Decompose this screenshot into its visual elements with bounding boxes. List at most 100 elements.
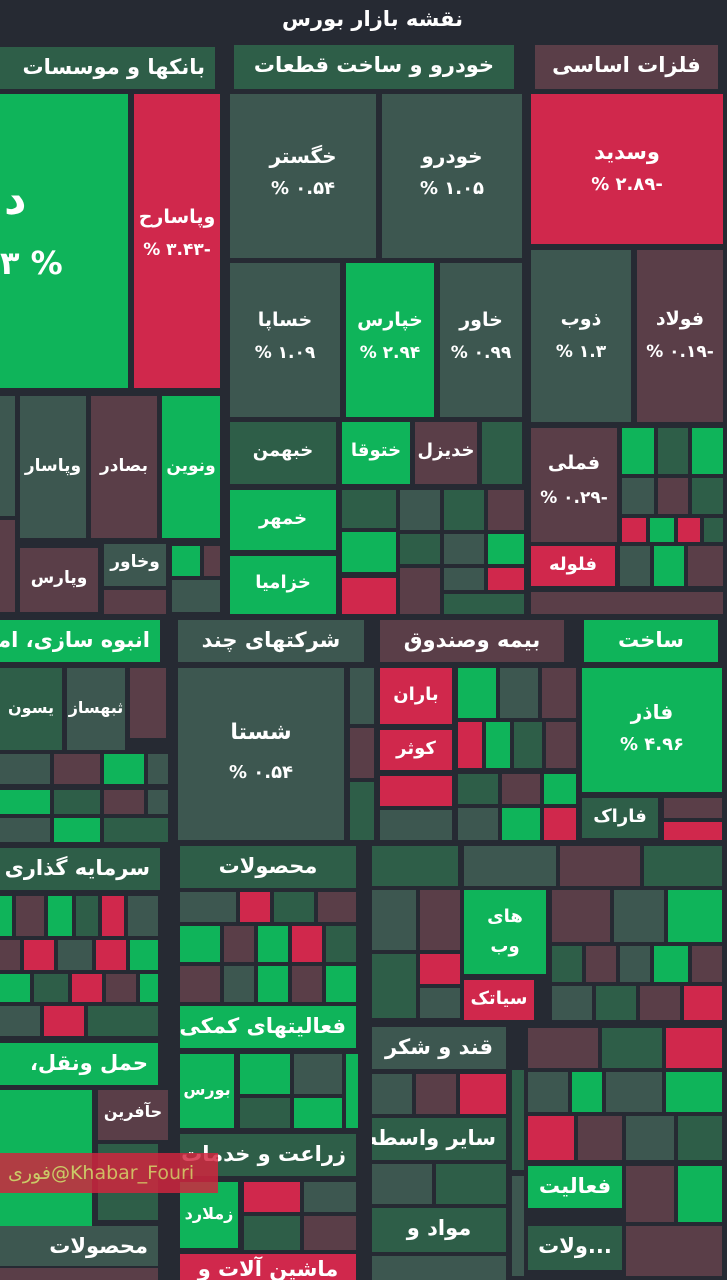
stock-tile-khegostar[interactable]: خگستر ۰.۵۴ %: [230, 94, 376, 258]
stock-tile-unlabeled[interactable]: [172, 580, 220, 612]
sector-header-auto[interactable]: خودرو و ساخت قطعات: [234, 45, 514, 89]
stock-tile-unlabeled[interactable]: [54, 818, 100, 842]
stock-tile-unlabeled[interactable]: [0, 818, 50, 842]
stock-tile-unlabeled[interactable]: [350, 728, 374, 778]
stock-tile-vkhavar[interactable]: وخاور: [104, 544, 166, 586]
stock-tile-unlabeled[interactable]: [88, 1006, 158, 1036]
stock-tile-unlabeled[interactable]: [130, 940, 158, 970]
stock-tile-afarin[interactable]: حآفرین: [98, 1090, 168, 1140]
stock-tile-unlabeled[interactable]: [546, 722, 576, 768]
stock-tile-baran[interactable]: باران: [380, 668, 452, 724]
stock-tile-unlabeled[interactable]: [172, 546, 200, 576]
stock-tile-unlabeled[interactable]: [664, 822, 722, 840]
stock-tile-unlabeled[interactable]: [644, 846, 722, 886]
stock-tile-unlabeled[interactable]: [294, 1054, 342, 1094]
stock-tile-unlabeled[interactable]: [654, 546, 684, 586]
stock-tile-khmehr[interactable]: خمهر: [230, 490, 336, 550]
stock-tile-unlabeled[interactable]: [0, 396, 15, 516]
stock-tile-unlabeled[interactable]: [350, 668, 374, 724]
stock-tile-unlabeled[interactable]: [44, 1006, 84, 1036]
stock-tile-unlabeled[interactable]: [48, 896, 72, 936]
stock-tile-vnovin[interactable]: ونوین: [162, 396, 220, 538]
stock-tile-unlabeled[interactable]: [692, 428, 723, 474]
stock-tile-unlabeled[interactable]: [104, 590, 166, 614]
stock-tile-unlabeled[interactable]: [400, 490, 440, 530]
stock-tile-unlabeled[interactable]: [224, 966, 254, 1002]
sector-header-transport[interactable]: حمل ونقل،: [0, 1043, 158, 1085]
stock-tile-unlabeled[interactable]: [572, 1072, 602, 1112]
stock-tile-unlabeled[interactable]: [240, 1054, 290, 1094]
stock-tile-unlabeled[interactable]: [130, 668, 166, 738]
stock-tile-unlabeled[interactable]: [304, 1216, 356, 1250]
stock-tile-unlabeled[interactable]: [658, 428, 688, 474]
stock-tile-unlabeled[interactable]: [512, 1070, 524, 1170]
stock-tile-unlabeled[interactable]: [622, 428, 654, 474]
stock-tile-unlabeled[interactable]: [578, 1116, 622, 1160]
stock-tile-khparsa[interactable]: خپارس ۲.۹۴ %: [346, 263, 434, 417]
stock-tile-unlabeled[interactable]: [678, 518, 700, 542]
stock-tile-big[interactable]: د % ۳: [0, 94, 128, 388]
stock-tile-unlabeled[interactable]: [544, 774, 576, 804]
stock-tile-unlabeled[interactable]: [318, 892, 356, 922]
sector-header-banks[interactable]: بانکها و موسسات: [0, 47, 215, 89]
stock-tile-unlabeled[interactable]: [380, 810, 452, 840]
stock-tile-unlabeled[interactable]: [0, 896, 12, 936]
stock-tile-unlabeled[interactable]: [240, 1098, 290, 1128]
stock-tile-unlabeled[interactable]: [148, 790, 168, 814]
stock-tile-souson[interactable]: یسون: [0, 668, 62, 750]
stock-tile-unlabeled[interactable]: [372, 846, 458, 886]
stock-tile-unlabeled[interactable]: [104, 790, 144, 814]
stock-tile-unlabeled[interactable]: [326, 966, 356, 1002]
stock-tile-kosar[interactable]: کوثر: [380, 730, 452, 770]
stock-tile-unlabeled[interactable]: [54, 790, 100, 814]
stock-tile-unlabeled[interactable]: [294, 1098, 342, 1128]
stock-tile-unlabeled[interactable]: [350, 782, 374, 840]
stock-tile-zmlard[interactable]: زملارد: [180, 1182, 238, 1248]
stock-tile-unlabeled[interactable]: [400, 568, 440, 614]
stock-tile-vasadid[interactable]: وسدید -۲.۸۹ %: [531, 94, 723, 244]
stock-tile-unlabeled[interactable]: [654, 946, 688, 982]
stock-tile-fameli[interactable]: فملی -۰.۲۹ %: [531, 428, 617, 542]
stock-tile-khtoga[interactable]: ختوقا: [342, 422, 410, 484]
stock-tile-foolad[interactable]: فولاد -۰.۱۹ %: [637, 250, 723, 422]
stock-tile-unlabeled[interactable]: [626, 1226, 722, 1276]
stock-tile-unlabeled[interactable]: [528, 1028, 598, 1068]
stock-tile-unlabeled[interactable]: [54, 754, 100, 784]
sector-header-build[interactable]: ساخت: [584, 620, 718, 662]
stock-tile-fazar[interactable]: فاذر ۴.۹۶ %: [582, 668, 722, 792]
stock-tile-bsadr[interactable]: بصادر: [91, 396, 157, 538]
stock-tile-unlabeled[interactable]: [622, 478, 654, 514]
sector-header-products[interactable]: محصولات: [180, 846, 356, 888]
stock-tile-unlabeled[interactable]: [640, 986, 680, 1020]
stock-tile-unlabeled[interactable]: [180, 926, 220, 962]
stock-tile-unlabeled[interactable]: [292, 966, 322, 1002]
stock-tile-unlabeled[interactable]: [0, 974, 30, 1002]
stock-tile-unlabeled[interactable]: [372, 954, 416, 1018]
stock-tile-unlabeled[interactable]: [444, 568, 484, 590]
stock-tile-unlabeled[interactable]: [606, 1072, 662, 1112]
stock-tile-unlabeled[interactable]: [488, 534, 524, 564]
stock-tile-unlabeled[interactable]: [342, 578, 396, 614]
stock-tile-vpars[interactable]: وپارس: [20, 548, 98, 612]
stock-tile-unlabeled[interactable]: [544, 808, 576, 840]
stock-tile-unlabeled[interactable]: [664, 798, 722, 818]
stock-tile-bahsaz[interactable]: ثبهساز: [67, 668, 125, 750]
stock-tile-unlabeled[interactable]: [620, 946, 650, 982]
stock-tile-khzamia[interactable]: خزامیا: [230, 556, 336, 614]
stock-tile-unlabeled[interactable]: [678, 1166, 722, 1222]
stock-tile-unlabeled[interactable]: [460, 1074, 506, 1114]
stock-tile-unlabeled[interactable]: [626, 1116, 674, 1160]
stock-tile-unlabeled[interactable]: [692, 478, 723, 514]
stock-tile-unlabeled[interactable]: [552, 986, 592, 1020]
stock-tile-unlabeled[interactable]: [140, 974, 158, 1002]
stock-tile-unlabeled[interactable]: [486, 722, 510, 768]
stock-tile-unlabeled[interactable]: [72, 974, 102, 1002]
sector-header-tools[interactable]: ...ولات: [528, 1226, 622, 1270]
stock-tile-unlabeled[interactable]: [458, 808, 498, 840]
stock-tile-unlabeled[interactable]: [128, 896, 158, 936]
stock-tile-unlabeled[interactable]: [692, 946, 722, 982]
stock-tile-unlabeled[interactable]: [0, 790, 50, 814]
stock-tile-unlabeled[interactable]: [436, 1164, 506, 1204]
stock-tile-unlabeled[interactable]: [444, 490, 484, 530]
sector-header-support[interactable]: فعالیتهای کمکی: [180, 1006, 356, 1048]
